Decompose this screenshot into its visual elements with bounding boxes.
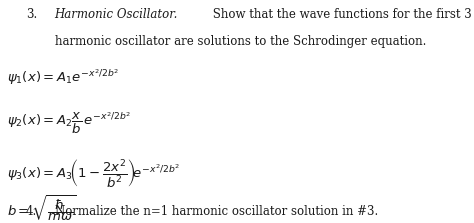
Text: $\psi_1(x) = A_1 e^{-x^2/2b^2}$: $\psi_1(x) = A_1 e^{-x^2/2b^2}$ xyxy=(7,67,119,87)
Text: harmonic oscillator are solutions to the Schrodinger equation.: harmonic oscillator are solutions to the… xyxy=(55,35,426,47)
Text: Harmonic Oscillator.: Harmonic Oscillator. xyxy=(55,8,178,21)
Text: Show that the wave functions for the first 3 states of the: Show that the wave functions for the fir… xyxy=(209,8,474,21)
Text: 4.: 4. xyxy=(26,205,37,218)
Text: 3.: 3. xyxy=(26,8,37,21)
Text: $b = \sqrt{\dfrac{\hbar}{m\omega}}$: $b = \sqrt{\dfrac{\hbar}{m\omega}}$ xyxy=(7,194,77,223)
Text: $\psi_2(x) = A_2 \dfrac{x}{b}\, e^{-x^2/2b^2}$: $\psi_2(x) = A_2 \dfrac{x}{b}\, e^{-x^2/… xyxy=(7,110,132,136)
Text: $\psi_3(x) = A_3\!\left(1 - \dfrac{2x^2}{b^2}\right)\!e^{-x^2/2b^2}$: $\psi_3(x) = A_3\!\left(1 - \dfrac{2x^2}… xyxy=(7,157,181,189)
Text: Normalize the n=1 harmonic oscillator solution in #3.: Normalize the n=1 harmonic oscillator so… xyxy=(55,205,378,218)
